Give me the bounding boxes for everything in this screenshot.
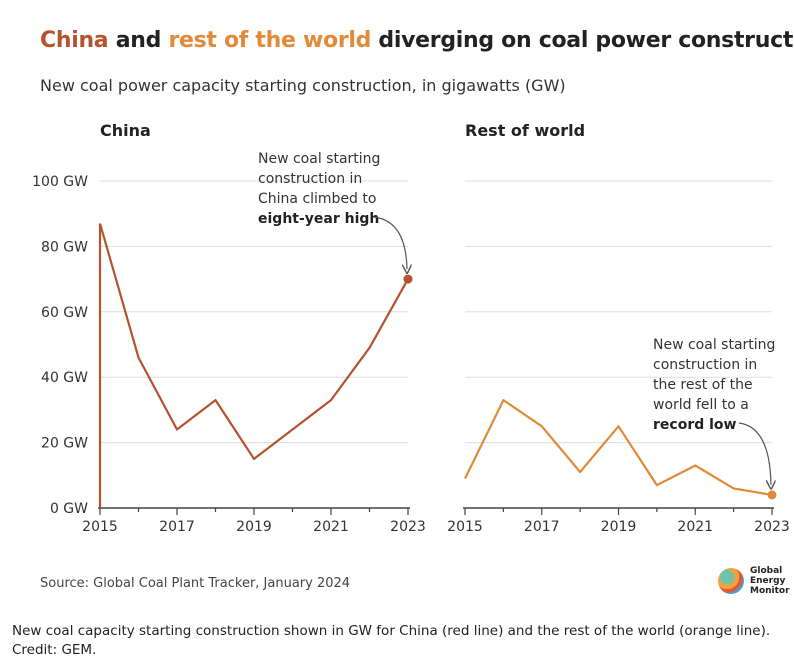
x-tick-label: 2021 — [677, 519, 713, 535]
annotation-line: China climbed to — [258, 191, 376, 207]
coal-construction-charts: China 0 GW 20 GW 40 GW 60 GW 80 GW 100 GW 2015 2… — [32, 121, 790, 535]
annotation-arrow-0 — [373, 216, 407, 269]
x-tick-label: 2023 — [390, 519, 426, 535]
x-tick-label: 2017 — [159, 519, 195, 535]
series-line-0 — [98, 223, 409, 460]
annotation-bold: eight-year high — [258, 211, 379, 227]
panel-title-0: China — [100, 121, 151, 140]
source-note: Source: Global Coal Plant Tracker, Janua… — [40, 576, 351, 591]
annotation-line: New coal starting — [258, 151, 380, 167]
title-rest-of-world: rest of the world — [168, 28, 372, 53]
title-and: and — [108, 28, 169, 53]
end-point-1 — [767, 490, 777, 500]
y-tick-label: 20 GW — [41, 436, 88, 452]
annotation-arrow-1 — [738, 422, 771, 485]
chart-subtitle: New coal power capacity starting constru… — [40, 76, 566, 95]
x-tick-label: 2015 — [82, 519, 118, 535]
y-tick-label: 40 GW — [41, 370, 88, 386]
y-tick-label: 60 GW — [41, 305, 88, 321]
y-tick-label: 100 GW — [32, 174, 88, 190]
logo-line-3: Monitor — [750, 586, 790, 596]
annotation-line: world fell to a — [653, 397, 749, 413]
x-tick-label: 2019 — [236, 519, 272, 535]
annotation-bold: record low — [653, 417, 737, 433]
x-tick-label: 2015 — [447, 519, 483, 535]
figure-caption: New coal capacity starting construction … — [12, 623, 771, 658]
title-china: China — [40, 28, 109, 53]
annotation-line: the rest of the — [653, 377, 753, 393]
end-point-0 — [403, 274, 413, 284]
x-tick-label: 2019 — [601, 519, 637, 535]
y-tick-label: 80 GW — [41, 239, 88, 255]
logo-line-2: Energy — [750, 576, 786, 586]
logo-line-1: Global — [750, 566, 783, 576]
y-tick-label: 0 GW — [50, 501, 88, 517]
panel-title-1: Rest of world — [465, 121, 585, 140]
x-tick-label: 2017 — [524, 519, 560, 535]
annotation-line: New coal starting — [653, 337, 775, 353]
series-line-1 — [464, 399, 773, 496]
chart-title: China and rest of the world diverging on… — [40, 28, 794, 53]
gem-logo: Global Energy Monitor — [718, 566, 790, 600]
title-rest: diverging on coal power construction — [371, 28, 794, 53]
annotation-line: construction in — [653, 357, 757, 373]
annotation-line: construction in — [258, 171, 362, 187]
x-tick-label: 2023 — [754, 519, 790, 535]
x-tick-label: 2021 — [313, 519, 349, 535]
globe-icon — [718, 568, 744, 594]
